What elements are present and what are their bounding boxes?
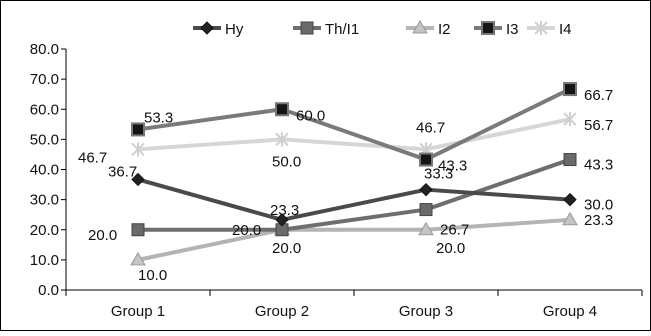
data-point-hy <box>563 192 577 207</box>
data-point-th-i1 <box>419 203 433 217</box>
y-tick-label: 40.0 <box>30 162 59 179</box>
data-point-th-i1 <box>563 153 577 167</box>
legend-label: I2 <box>438 21 451 38</box>
axes: 0.0 10.0 20.0 30.0 40.0 50.0 60.0 70.0 80.0 Group… <box>30 41 643 320</box>
x-tick-label: Group 3 <box>399 303 453 320</box>
y-tick-label: 80.0 <box>30 41 59 58</box>
data-label-th-i1: 20.0 <box>88 227 117 244</box>
data-label-th-i1: 26.7 <box>440 222 469 239</box>
legend-label: I4 <box>559 21 572 38</box>
series-line-hy <box>137 177 571 222</box>
series-line-i4 <box>137 117 571 152</box>
legend-label: I3 <box>506 21 519 38</box>
data-point-i4 <box>563 112 577 127</box>
y-tick-label: 30.0 <box>30 192 59 209</box>
series-i3 <box>131 82 577 167</box>
data-point-i3 <box>275 102 289 117</box>
data-label-i4: 56.7 <box>584 117 613 134</box>
series-layer <box>130 82 578 266</box>
data-label-i3: 60.0 <box>296 107 325 124</box>
data-label-th-i1: 43.3 <box>584 157 613 174</box>
data-point-i3 <box>131 122 145 137</box>
legend-marker <box>200 21 214 35</box>
series-th-i1 <box>131 153 577 237</box>
data-label-th-i1: 20.0 <box>232 222 261 239</box>
data-label-i4: 46.7 <box>78 149 107 166</box>
y-tick-label: 10.0 <box>30 252 59 269</box>
series-i2 <box>130 211 578 266</box>
data-point-i3 <box>419 152 433 167</box>
data-label-i4: 50.0 <box>272 153 301 170</box>
legend-marker <box>300 21 314 35</box>
data-point-i2 <box>418 221 434 236</box>
legend-item-th-i1: Th/I1 <box>293 21 359 38</box>
data-point-hy <box>419 182 433 197</box>
data-label-i2: 23.3 <box>584 212 613 229</box>
data-label-hy: 23.3 <box>270 202 299 219</box>
legend-marker <box>412 20 428 34</box>
data-point-hy <box>275 213 289 227</box>
data-label-i2: 20.0 <box>436 240 465 257</box>
data-point-hy <box>131 172 145 187</box>
legend-label: Hy <box>225 21 244 38</box>
data-label-i2: 10.0 <box>138 267 167 284</box>
y-tick-label: 50.0 <box>30 131 59 148</box>
data-point-i4 <box>131 142 145 157</box>
legend-item-i4: I4 <box>527 21 572 38</box>
data-point-th-i1 <box>131 223 145 237</box>
y-tick-label: 20.0 <box>30 222 59 239</box>
x-tick-label: Group 1 <box>111 303 165 320</box>
data-label-i3: 43.3 <box>438 158 467 175</box>
legend-label: Th/I1 <box>325 21 359 38</box>
data-label-hy: 33.3 <box>424 166 453 183</box>
x-tick-label: Group 4 <box>543 303 597 320</box>
legend-marker <box>534 21 548 35</box>
data-label-hy: 36.7 <box>108 163 137 180</box>
series-line-i2 <box>137 217 571 262</box>
legend-item-i2: I2 <box>406 20 451 38</box>
y-tick-label: 0.0 <box>38 282 59 299</box>
legend-item-hy: Hy <box>193 21 244 38</box>
y-tick-label: 60.0 <box>30 101 59 118</box>
y-tick-label: 70.0 <box>30 71 59 88</box>
data-point-i2 <box>562 211 578 226</box>
data-point-i3 <box>563 82 577 97</box>
series-hy <box>131 172 577 227</box>
legend-marker <box>481 21 495 35</box>
data-point-i2 <box>130 251 146 266</box>
legend-item-i3: I3 <box>474 21 519 38</box>
series-line-th-i1 <box>138 157 571 232</box>
data-label-i2: 20.0 <box>272 240 301 257</box>
x-tick-label: Group 2 <box>255 303 309 320</box>
data-labels: 36.723.333.330.020.0 20.0 26.743.310.020.0… <box>78 87 613 284</box>
series-line-i3 <box>137 87 571 162</box>
data-label-i3: 53.3 <box>144 109 173 126</box>
data-label-i3: 66.7 <box>584 87 613 104</box>
data-point-i4 <box>275 132 289 147</box>
data-label-i4: 46.7 <box>416 119 445 136</box>
legend: Hy Th/I1 I2 I3 I4 <box>193 20 572 38</box>
data-label-hy: 30.0 <box>584 197 613 214</box>
